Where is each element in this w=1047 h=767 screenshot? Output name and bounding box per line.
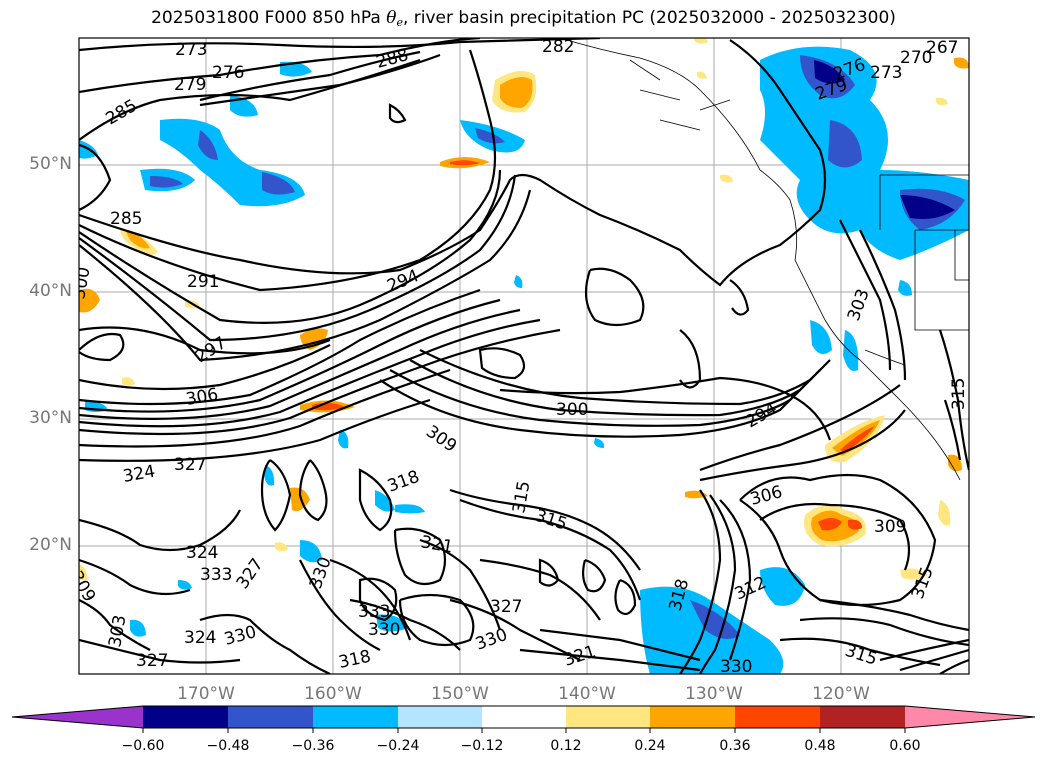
coastlines — [559, 38, 969, 481]
colorbar-bin — [313, 706, 398, 728]
contour-label: 333 — [358, 602, 390, 622]
contour-label: 315 — [949, 378, 969, 410]
contour-label: 333 — [200, 565, 232, 585]
contour-label: 330 — [368, 620, 400, 640]
colorbar-tick-label: −0.60 — [121, 738, 165, 754]
contour-label: 324 — [186, 543, 218, 563]
colorbar-bin — [482, 706, 566, 728]
contour-label: 327 — [490, 597, 522, 617]
lon-label: 150°W — [431, 684, 489, 704]
contour-label: 273 — [870, 63, 902, 83]
map-frame — [78, 37, 970, 675]
contour-label: 330 — [720, 657, 752, 677]
lon-label: 130°W — [685, 684, 743, 704]
title-prefix: 2025031800 F000 850 hPa — [151, 8, 387, 28]
map-title: 2025031800 F000 850 hPa θe, river basin … — [0, 8, 1047, 29]
colorbar-tick-label: −0.24 — [376, 738, 420, 754]
contour-label: 270 — [900, 48, 932, 68]
colorbar-bin — [228, 706, 313, 728]
colorbar-tick-label: 0.48 — [804, 738, 836, 754]
contour-label: 309 — [874, 517, 906, 537]
colorbar-tick-label: 0.24 — [634, 738, 666, 754]
colorbar-tick-label: −0.12 — [460, 738, 504, 754]
contour-label: 324 — [184, 628, 216, 648]
contour-label: 273 — [175, 40, 207, 60]
lon-label: 120°W — [812, 684, 870, 704]
contour-label: 285 — [110, 209, 142, 229]
negative-precip-shading — [79, 46, 969, 674]
contour-label: 267 — [926, 38, 958, 58]
colorbar-bin — [650, 706, 735, 728]
title-suffix: , river basin precipitation PC (20250320… — [402, 8, 896, 28]
lon-label: 170°W — [177, 684, 235, 704]
colorbar-tick-label: −0.48 — [206, 738, 250, 754]
contour-label: 327 — [174, 455, 206, 475]
colorbar-tick-label: 0.36 — [719, 738, 751, 754]
lon-label: 140°W — [558, 684, 616, 704]
colorbar-extend-low — [12, 706, 143, 728]
colorbar — [11, 705, 1036, 733]
colorbar-tick-label: −0.36 — [291, 738, 335, 754]
lat-label: 40°N — [29, 281, 72, 301]
theta-subscript: e — [396, 16, 403, 29]
theta-e-contours — [79, 38, 969, 674]
positive-precip-shading — [79, 38, 969, 581]
lat-label: 30°N — [29, 408, 72, 428]
colorbar-bin — [143, 706, 228, 728]
colorbar-bin — [735, 706, 820, 728]
contour-label: 279 — [174, 75, 206, 95]
theta-symbol: θ — [386, 8, 397, 28]
map-plot-area: 273 282 267 270 273 276 279 288 285 285 … — [79, 37, 969, 677]
colorbar-bin — [398, 706, 482, 728]
lat-label: 20°N — [29, 535, 72, 555]
colorbar-extend-high — [905, 706, 1035, 728]
colorbar-tick-label: 0.12 — [550, 738, 582, 754]
contour-label: 276 — [212, 63, 244, 83]
contour-label: 327 — [136, 651, 168, 671]
colorbar-bin — [820, 706, 905, 728]
lat-label: 50°N — [29, 154, 72, 174]
contour-label: 300 — [556, 400, 588, 420]
lon-label: 160°W — [304, 684, 362, 704]
contour-label: 282 — [542, 37, 574, 57]
contour-label: 291 — [187, 272, 219, 292]
colorbar-bin — [566, 706, 650, 728]
colorbar-tick-label: 0.60 — [889, 738, 921, 754]
